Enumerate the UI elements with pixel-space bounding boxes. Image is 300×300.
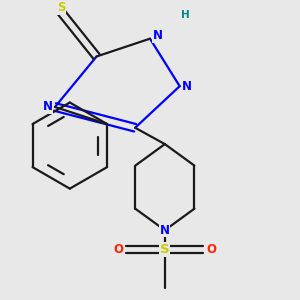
Text: N: N <box>43 100 52 113</box>
Text: N: N <box>160 224 170 237</box>
Text: O: O <box>114 243 124 256</box>
Text: N: N <box>152 29 162 42</box>
Text: S: S <box>57 1 65 14</box>
Text: O: O <box>206 243 216 256</box>
Text: S: S <box>160 243 170 256</box>
Text: N: N <box>182 80 192 93</box>
Text: H: H <box>181 10 190 20</box>
